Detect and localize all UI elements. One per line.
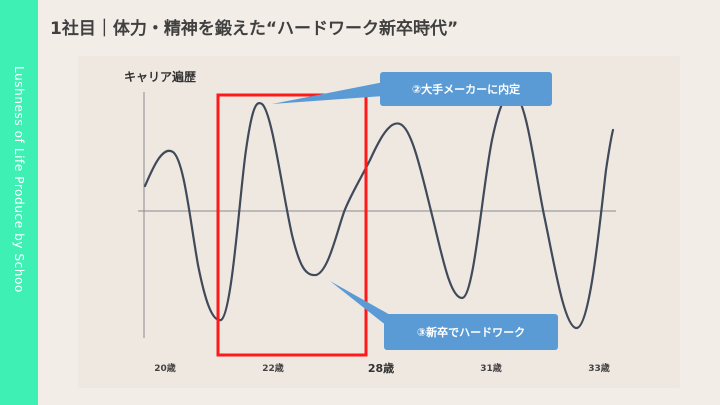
diagram-panel bbox=[78, 56, 680, 388]
sidebar: Lushness of Life Produce by Schoo bbox=[0, 0, 38, 405]
tick-label-22: 22歳 bbox=[262, 362, 284, 374]
callout-label-2: ②大手メーカーに内定 bbox=[412, 82, 520, 96]
tick-label-33: 33歳 bbox=[588, 362, 610, 374]
chart-title: キャリア遍歴 bbox=[124, 70, 197, 84]
tick-label-31: 31歳 bbox=[480, 362, 502, 374]
callout-pointer-3 bbox=[330, 281, 392, 330]
tick-label-20: 20歳 bbox=[154, 362, 176, 374]
callout-label-3: ③新卒でハードワーク bbox=[417, 325, 525, 339]
highlight-box bbox=[216, 93, 368, 357]
callout-box-3 bbox=[384, 314, 558, 350]
callout-pointer-2 bbox=[272, 82, 384, 104]
tick-label-28: 28歳 bbox=[368, 361, 394, 375]
callout-box-2 bbox=[380, 72, 552, 106]
career-wave-line bbox=[143, 92, 615, 330]
page-title: 1社目｜体力・精神を鍛えた“ハードワーク新卒時代” bbox=[50, 19, 459, 39]
